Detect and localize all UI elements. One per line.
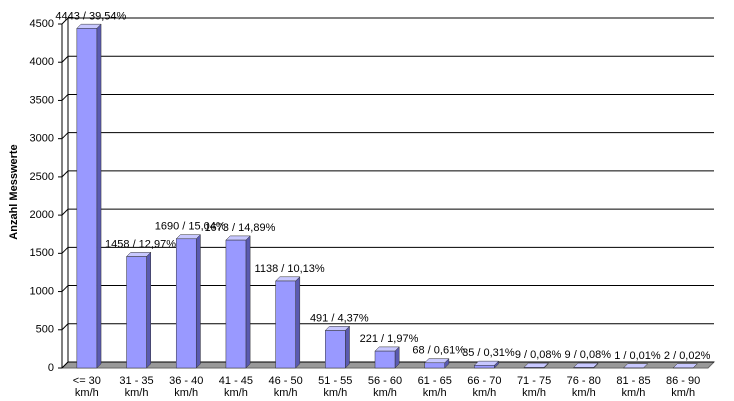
bar [474,365,495,369]
value-label: 4443 / 39,54% [55,10,126,22]
bar-side [146,251,151,369]
bar-top [125,252,152,257]
x-tick-label: <= 30 km/h [72,375,101,399]
grid-depth [61,285,69,292]
bar-side [245,235,251,369]
bar [573,367,595,369]
x-tick-label: 41 - 45 km/h [218,375,254,399]
bar-top [324,326,351,331]
grid-depth [61,132,69,140]
x-tick-label: 56 - 60 km/h [367,375,403,399]
bar [523,367,545,369]
bar [225,239,247,369]
value-label: 1690 / 15,04% [155,221,226,233]
bar-top [424,358,450,364]
grid-depth [61,170,69,178]
bar-top [374,346,400,352]
value-label: 35 / 0,31% [462,347,515,359]
bar-side [295,276,301,369]
value-label: 1 / 0,01% [614,350,661,362]
value-label: 1458 / 12,97% [105,238,176,250]
bar-top [275,276,301,282]
value-label: 2 / 0,02% [664,350,711,362]
value-label: 491 / 4,37% [310,312,369,324]
x-tick-label: 71 - 75 km/h [516,375,552,399]
bar [76,28,98,369]
bar [126,256,147,369]
y-tick-label: 1500 [30,247,54,259]
grid-depth [61,323,69,331]
bar-top [523,362,549,368]
x-tick-label: 51 - 55 km/h [318,375,353,399]
grid-depth [61,55,69,63]
value-label: 1673 / 14,89% [204,222,275,234]
value-label: 221 / 1,97% [360,333,419,345]
y-tick-label: 2000 [30,209,54,221]
bar [325,330,346,369]
value-label: 1138 / 10,13% [255,263,325,275]
bar-top [76,23,102,29]
grid-depth [61,361,69,369]
y-tick-label: 500 [36,324,54,336]
bar-top [225,235,251,241]
value-label: 68 / 0,61% [412,345,465,357]
grid-depth [61,246,69,254]
bar [424,362,445,369]
grid-depth [61,208,69,216]
bar-side [345,325,350,369]
bar-side [195,234,201,369]
y-tick-label: 0 [48,362,54,374]
x-tick-label: 86 - 90 km/h [666,375,701,399]
y-axis-title: Anzahl Messwerte [8,144,20,239]
grid-depth [61,17,69,25]
bar [374,350,396,369]
x-tick-label: 76 - 80 km/h [566,375,601,399]
bar-top [672,363,698,369]
x-tick-label: 46 - 50 km/h [268,375,303,399]
x-tick-label: 81 - 85 km/h [616,375,651,399]
x-tick-label: 36 - 40 km/h [169,375,204,399]
bar-top [473,360,500,366]
value-label: 9 / 0,08% [565,349,612,361]
bar-top [622,363,649,369]
x-tick-label: 66 - 70 km/h [467,375,502,399]
value-label: 9 / 0,08% [515,349,562,361]
x-tick-label: 31 - 35 km/h [119,375,154,399]
bar-side [96,23,102,369]
y-tick-label: 3500 [30,94,54,106]
y-tick-label: 2500 [30,171,54,183]
x-tick-label: 61 - 65 km/h [417,375,452,399]
grid-depth [61,94,69,101]
y-tick-label: 4000 [30,56,54,68]
y-tick-label: 3000 [30,133,54,145]
y-tick-label: 1000 [30,285,54,297]
y-tick-label: 4500 [30,18,54,30]
bar-top [573,362,599,368]
bar [275,280,296,369]
bar-top [175,234,202,240]
bar [175,238,197,369]
